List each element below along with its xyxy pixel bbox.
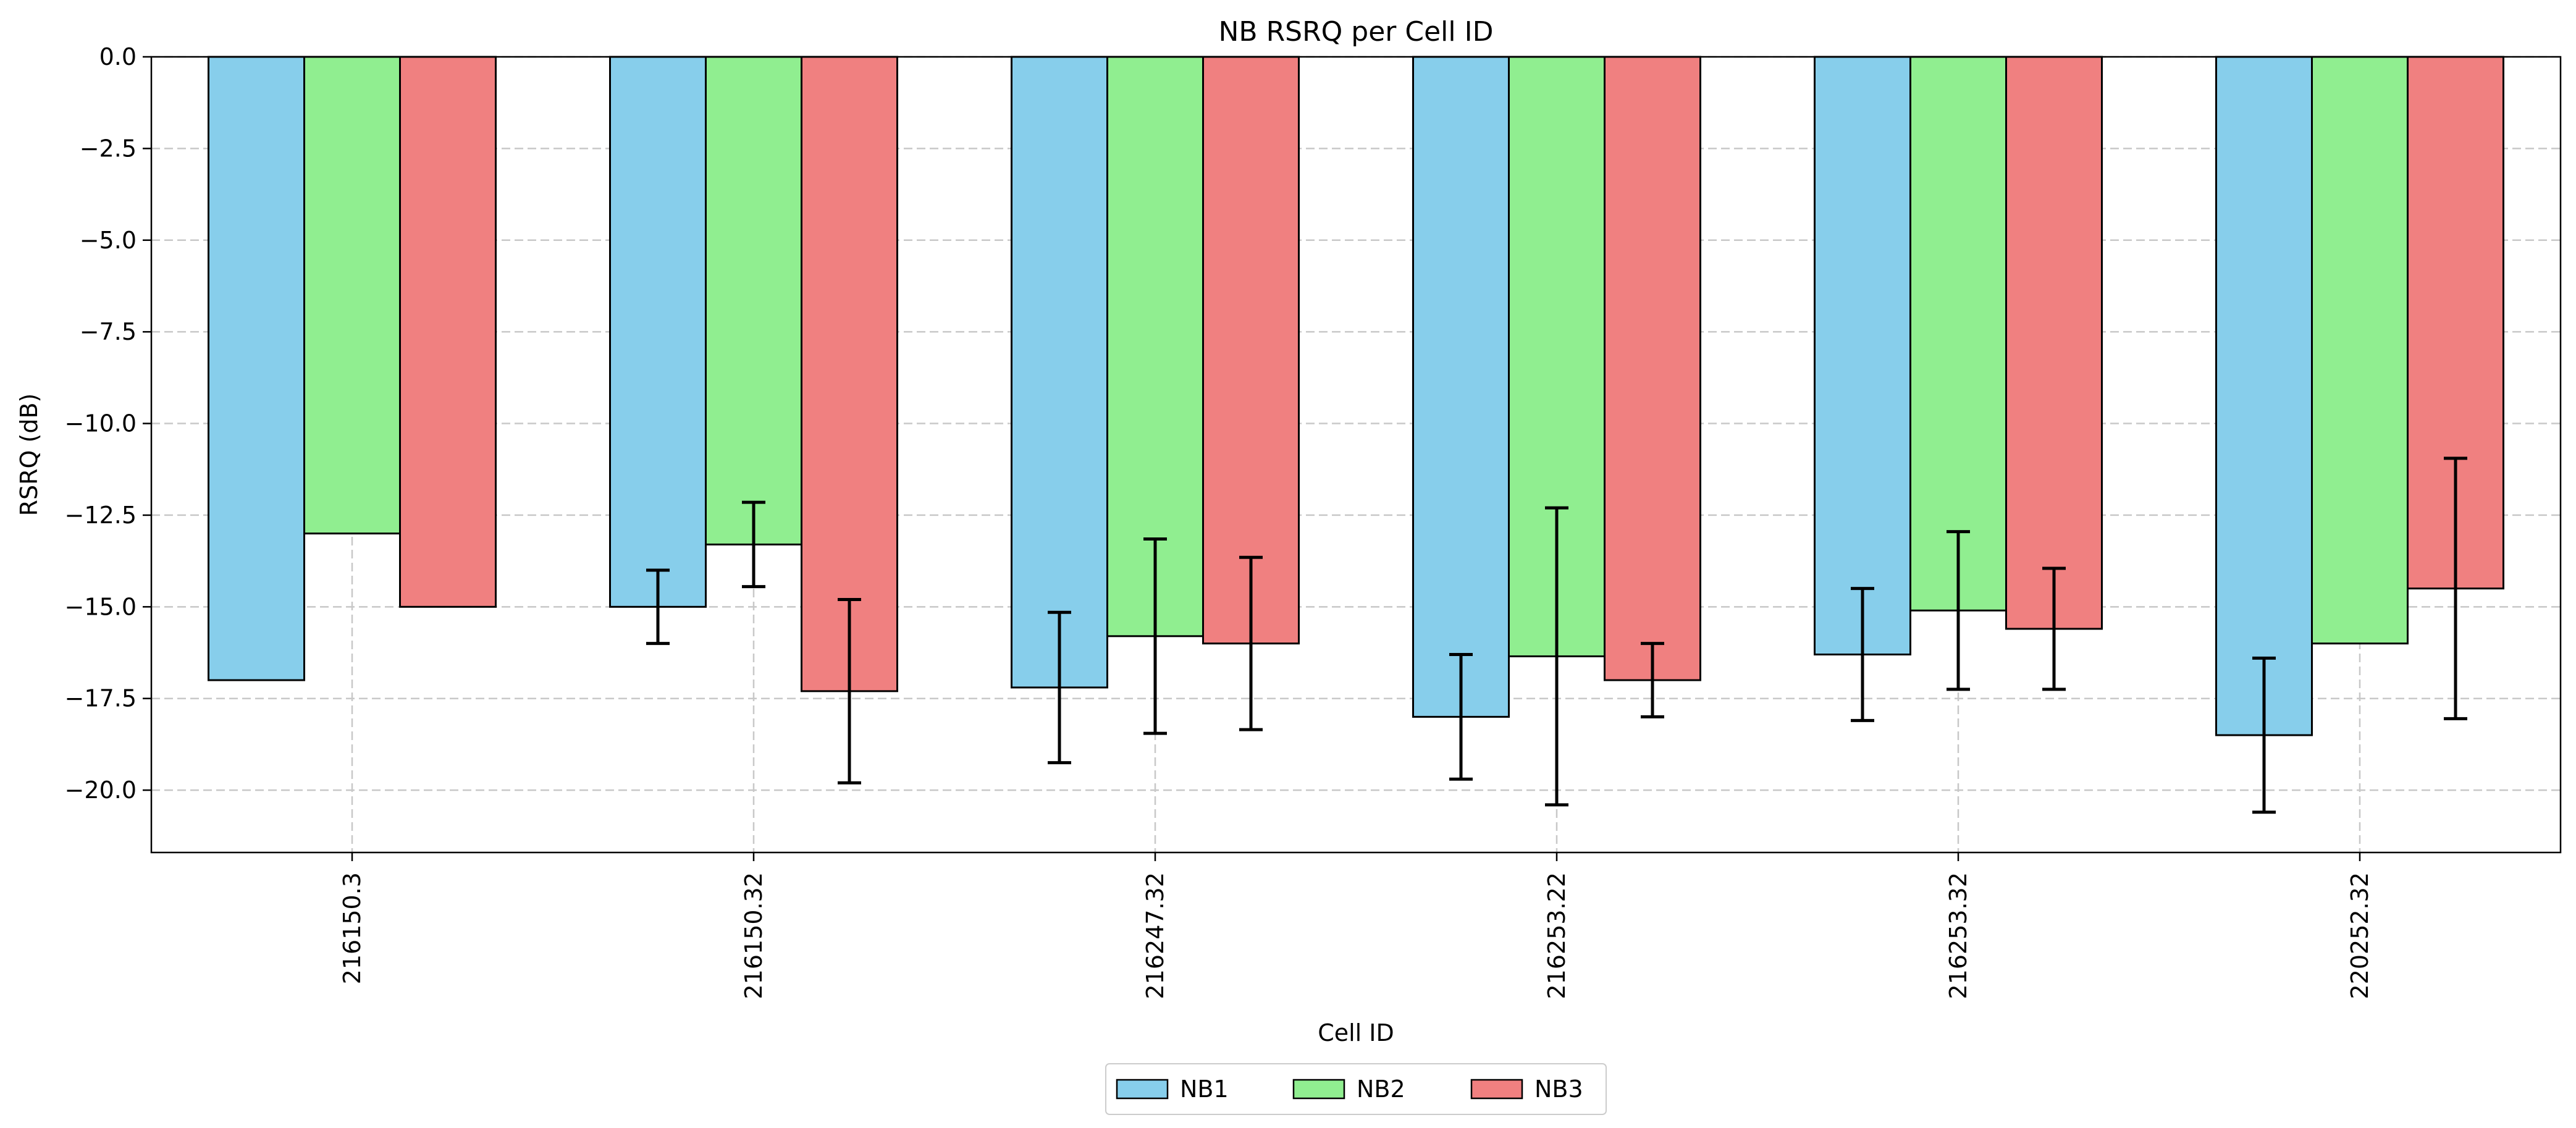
bar-nb2 (1909, 56, 2007, 612)
y-tick-label: −20.0 (65, 777, 137, 804)
y-tick-label: −7.5 (80, 318, 137, 345)
y-tick-label: −15.0 (65, 593, 137, 620)
bar-nb3 (399, 56, 497, 608)
bar-nb1 (1814, 56, 1911, 655)
legend-frame (1105, 1063, 1607, 1115)
x-axis-label: Cell ID (1318, 1019, 1394, 1046)
legend-swatch-nb2 (1292, 1079, 1345, 1100)
error-bars (646, 457, 2467, 814)
y-tick-label: −12.5 (65, 502, 137, 529)
y-axis-ticks: 0.0 −2.5 −5.0 −7.5 −10.0 −12.5 −15.0 −17.5 −20.0 (65, 43, 151, 804)
x-axis-ticks: 216150.3 216150.32 216247.32 216253.22 21625… (339, 852, 2373, 1000)
y-tick-label: −10.0 (65, 410, 137, 437)
bar-nb3 (801, 56, 898, 692)
bar-nb1 (2215, 56, 2313, 736)
legend-label-nb1: NB1 (1180, 1075, 1229, 1103)
x-tick-label: 216247.32 (1142, 872, 1169, 1000)
bars (208, 56, 2504, 736)
y-tick-label: −17.5 (65, 685, 137, 712)
bar-nb2 (705, 56, 802, 545)
legend-label-nb3: NB3 (1534, 1075, 1583, 1103)
x-tick-label: 220252.32 (2346, 872, 2373, 1000)
bar-nb3 (2005, 56, 2103, 630)
bar-nb3 (1604, 56, 1701, 681)
legend-swatch-nb3 (1470, 1079, 1523, 1100)
bar-nb1 (208, 56, 305, 681)
y-tick-label: −2.5 (80, 135, 137, 162)
bar-nb1 (609, 56, 707, 608)
legend-swatch-nb1 (1116, 1079, 1169, 1100)
y-tick-label: 0.0 (99, 43, 137, 70)
y-axis-label: RSRQ (dB) (15, 394, 43, 516)
bar-nb2 (303, 56, 401, 535)
x-tick-label: 216253.22 (1543, 872, 1570, 1000)
x-tick-label: 216150.32 (740, 872, 767, 1000)
legend: NB1 NB2 NB3 (1105, 1063, 1607, 1115)
y-tick-label: −5.0 (80, 227, 137, 254)
bar-nb1 (1011, 56, 1108, 689)
bar-nb2 (2311, 56, 2409, 645)
plot-frame (150, 56, 2562, 854)
x-tick-label: 216150.3 (339, 872, 366, 984)
bar-nb3 (1202, 56, 1300, 645)
x-tick-label: 216253.32 (1945, 872, 1972, 1000)
legend-label-nb2: NB2 (1357, 1075, 1405, 1103)
bar-nb1 (1412, 56, 1510, 718)
chart-title: NB RSRQ per Cell ID (1219, 16, 1494, 48)
